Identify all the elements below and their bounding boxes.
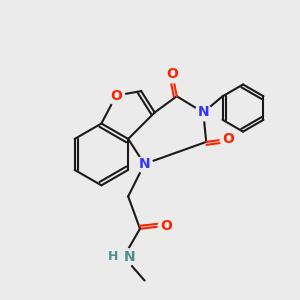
Text: O: O <box>167 67 178 81</box>
Text: N: N <box>123 250 135 264</box>
Text: H: H <box>107 250 118 263</box>
Text: O: O <box>160 219 172 233</box>
Text: O: O <box>110 88 122 103</box>
Text: O: O <box>222 132 234 146</box>
Text: N: N <box>139 157 150 171</box>
Text: N: N <box>197 106 209 119</box>
